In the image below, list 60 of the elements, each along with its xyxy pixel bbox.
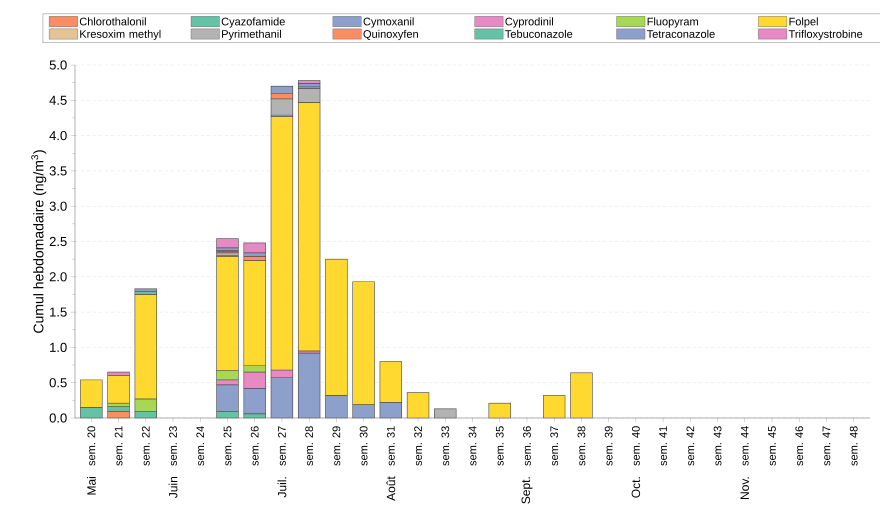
legend-label: Trifloxystrobine	[788, 30, 862, 40]
x-tick-label: sem. 46	[795, 426, 804, 466]
x-tick-label: sem. 48	[850, 426, 858, 466]
y-tick-label: 4.0	[49, 130, 67, 140]
legend-label: Cyprodinil	[505, 17, 554, 28]
legend-label: Cymoxanil	[364, 17, 414, 28]
x-tick-label: sem. 31	[386, 426, 395, 466]
legend-label: Folpel	[789, 17, 818, 28]
x-tick-label: sem. 21	[114, 426, 122, 466]
x-tick-label: sem. 47	[822, 426, 830, 466]
text: Juin	[168, 476, 178, 498]
text: Nov.	[740, 477, 749, 499]
x-tick-label: sem. 32	[414, 426, 422, 466]
y-tick-label: 2.0	[50, 272, 67, 282]
x-tick-label: sem. 26	[250, 426, 259, 466]
x-tick-label: sem. 42	[686, 426, 694, 466]
y-tick-label: 3.5	[50, 166, 67, 176]
y-tick-label: 0.0	[50, 413, 67, 423]
y-tick-label: 3.0	[50, 202, 67, 211]
legend-label: Cyazofamide	[222, 17, 285, 28]
x-tick-label: sem. 39	[604, 426, 613, 466]
x-tick-label: sem. 22	[142, 426, 150, 466]
x-tick-label: sem. 29	[332, 426, 340, 466]
legend-label: Kresoxim methyl	[80, 30, 160, 40]
legend-label: Quinoxyfen	[364, 30, 418, 40]
text: Oct.	[632, 477, 640, 498]
x-tick-label: sem. 24	[196, 426, 204, 466]
x-tick-label: sem. 38	[578, 426, 586, 466]
x-tick-label: sem. 20	[87, 426, 96, 466]
x-tick-label: sem. 36	[523, 426, 531, 466]
x-tick-label: sem. 25	[224, 426, 232, 466]
x-tick-label: sem. 37	[550, 426, 558, 466]
legend-label: Tetraconazole	[646, 30, 715, 38]
x-tick-label: sem. 30	[360, 426, 368, 466]
legend-label: Chlorothalonil	[80, 17, 146, 26]
y-tick-label: 4.5	[49, 96, 67, 105]
x-tick-label: sem. 41	[659, 426, 667, 466]
y-tick-label: 1.5	[50, 308, 67, 317]
text: Mai	[86, 477, 96, 495]
y-tick-label: 5.0	[50, 60, 67, 70]
legend-label: Tebuconazole	[505, 30, 572, 38]
x-tick-label: sem. 45	[768, 426, 776, 466]
y-tick-label: 0.5	[50, 378, 67, 388]
x-tick-label: sem. 34	[468, 426, 476, 466]
y-axis-title: Cumul hebdomadaire (ng/m$^{3}$)	[31, 150, 46, 333]
x-tick-label: sem. 35	[496, 426, 504, 466]
x-tick-label: sem. 44	[740, 426, 749, 466]
x-tick-label: sem. 23	[169, 426, 177, 466]
text: Sept.	[522, 477, 532, 504]
text: Août	[386, 476, 396, 501]
legend-label: Fluopyram	[648, 17, 698, 28]
text: Juil.	[278, 477, 286, 498]
x-tick-label: sem. 43	[714, 426, 722, 466]
x-tick-label: sem. 28	[305, 426, 314, 466]
y-tick-label: 1.0	[50, 342, 67, 352]
x-tick-label: sem. 27	[278, 426, 286, 466]
y-tick-label: 2.5	[50, 236, 67, 246]
x-tick-label: sem. 33	[441, 426, 450, 466]
x-tick-label: sem. 40	[632, 426, 640, 466]
legend-label: Pyrimethanil	[222, 30, 281, 40]
